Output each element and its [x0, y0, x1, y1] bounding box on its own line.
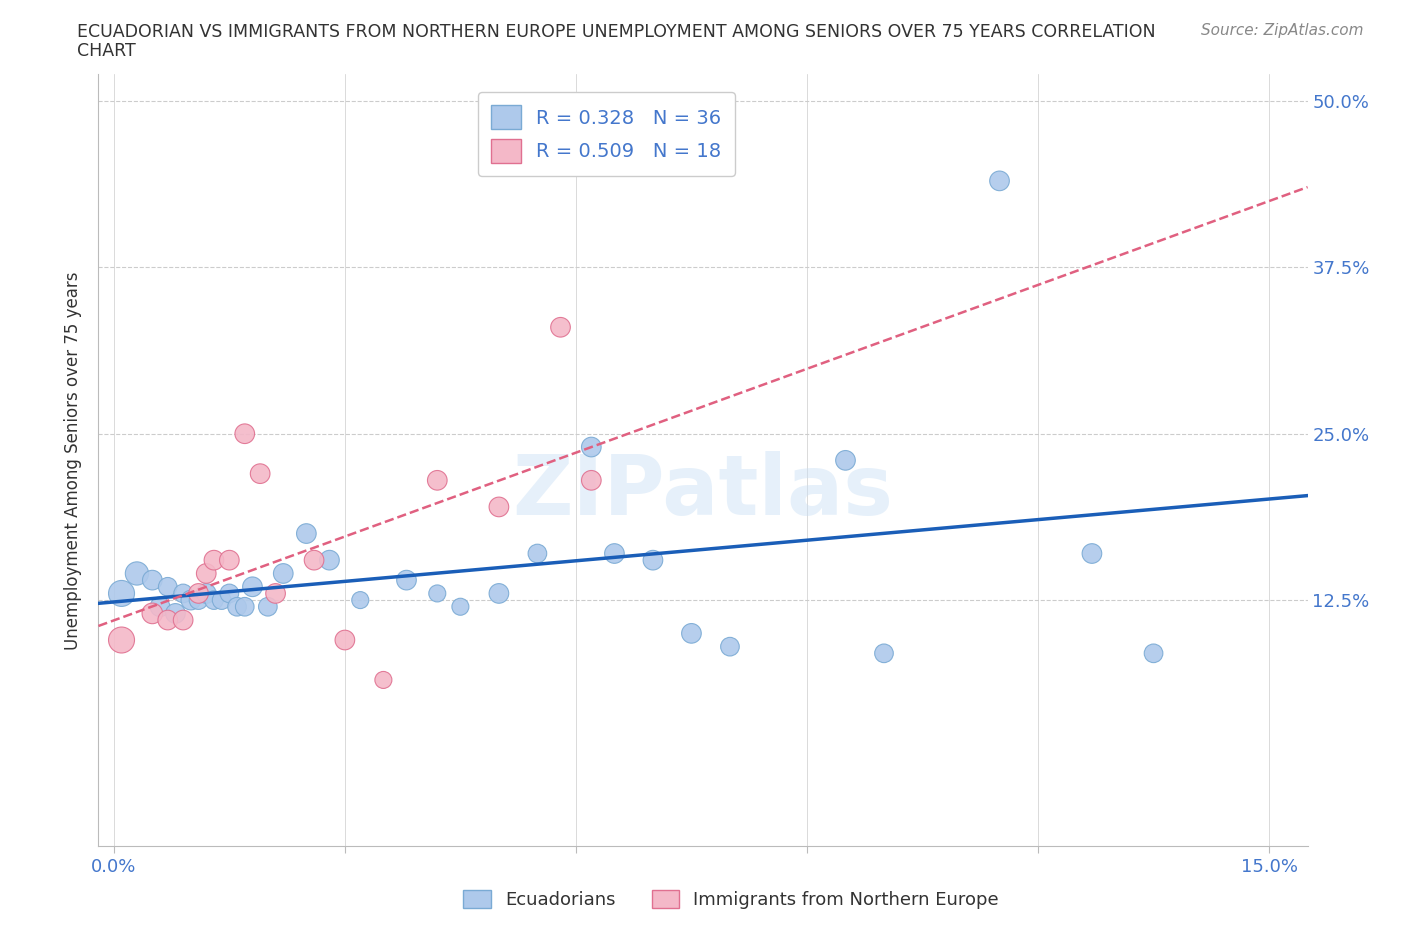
Point [233, 426, 256, 441]
Point [187, 592, 209, 607]
Point [149, 599, 172, 614]
Point [202, 592, 225, 607]
Point [125, 566, 148, 581]
Point [242, 579, 264, 594]
Point [681, 626, 703, 641]
Point [718, 639, 741, 654]
Point [873, 646, 896, 661]
Point [488, 586, 510, 601]
Legend: R = 0.328   N = 36, R = 0.509   N = 18: R = 0.328 N = 36, R = 0.509 N = 18 [478, 92, 735, 176]
Point [271, 566, 294, 581]
Point [110, 632, 132, 647]
Point [349, 592, 371, 607]
Point [488, 499, 510, 514]
Point [211, 592, 233, 607]
Point [249, 466, 271, 481]
Point [195, 566, 218, 581]
Point [156, 613, 179, 628]
Point [581, 440, 603, 455]
Point [110, 586, 132, 601]
Point [426, 586, 449, 601]
Point [165, 606, 187, 621]
Point [195, 586, 218, 601]
Point [156, 579, 179, 594]
Point [988, 173, 1011, 188]
Point [226, 599, 249, 614]
Point [218, 552, 240, 567]
Point [373, 672, 395, 687]
Point [526, 546, 548, 561]
Text: ECUADORIAN VS IMMIGRANTS FROM NORTHERN EUROPE UNEMPLOYMENT AMONG SENIORS OVER 75: ECUADORIAN VS IMMIGRANTS FROM NORTHERN E… [77, 23, 1156, 41]
Point [603, 546, 626, 561]
Point [141, 573, 163, 588]
Point [318, 552, 340, 567]
Point [333, 632, 356, 647]
Point [233, 599, 256, 614]
Point [264, 586, 287, 601]
Point [395, 573, 418, 588]
Text: Source: ZipAtlas.com: Source: ZipAtlas.com [1201, 23, 1364, 38]
Point [180, 592, 202, 607]
Point [1081, 546, 1104, 561]
Point [218, 586, 240, 601]
Point [1142, 646, 1164, 661]
Point [426, 472, 449, 487]
Point [202, 552, 225, 567]
Legend: Ecuadorians, Immigrants from Northern Europe: Ecuadorians, Immigrants from Northern Eu… [457, 883, 1005, 916]
Point [141, 606, 163, 621]
Point [449, 599, 471, 614]
Point [302, 552, 325, 567]
Point [834, 453, 856, 468]
Point [295, 526, 318, 541]
Y-axis label: Unemployment Among Seniors over 75 years: Unemployment Among Seniors over 75 years [65, 272, 83, 649]
Point [187, 586, 209, 601]
Point [172, 586, 194, 601]
Point [172, 613, 194, 628]
Point [581, 472, 603, 487]
Text: CHART: CHART [77, 42, 136, 60]
Point [257, 599, 280, 614]
Point [550, 320, 572, 335]
Point [641, 552, 664, 567]
Text: ZIPatlas: ZIPatlas [513, 451, 893, 532]
